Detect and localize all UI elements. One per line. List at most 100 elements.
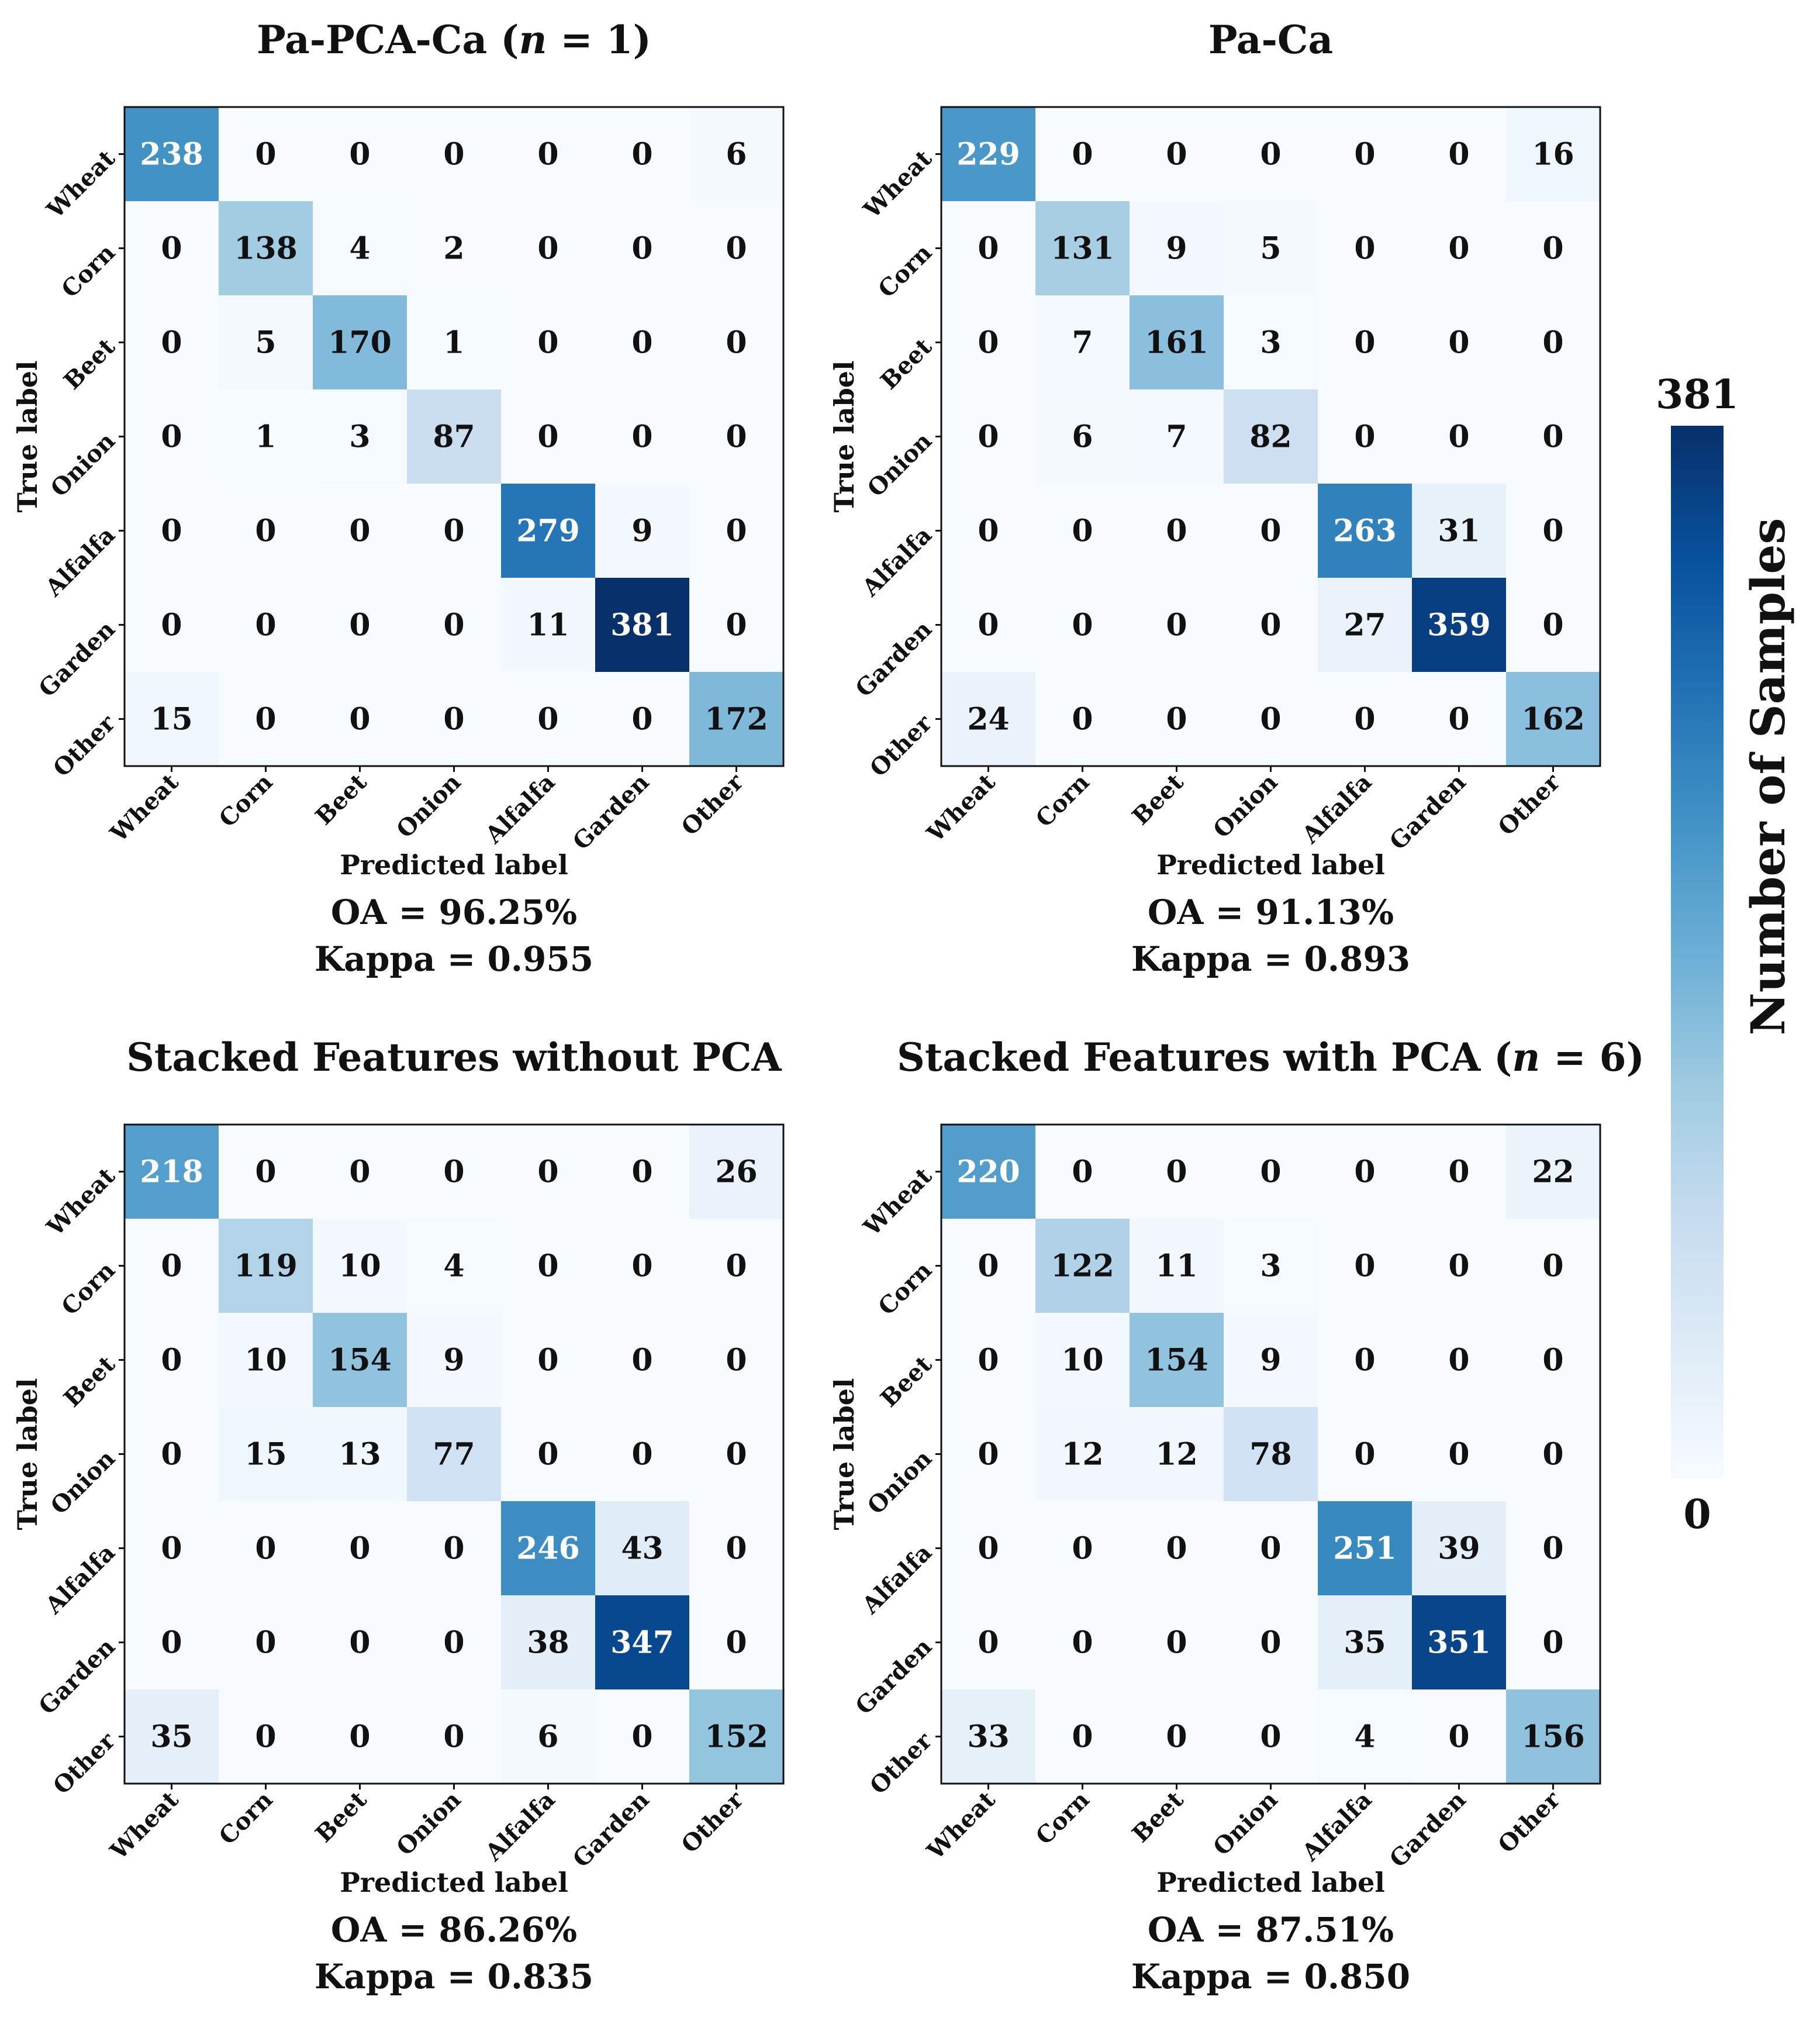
cell-value: 0 — [349, 1154, 370, 1190]
x-tick-label: Wheat — [921, 768, 1001, 847]
cell-value: 0 — [349, 1625, 370, 1661]
cell-value: 0 — [1354, 419, 1375, 455]
heatmap-cell — [941, 295, 1035, 389]
cell-value: 0 — [726, 231, 747, 267]
x-tick-label: Onion — [391, 1786, 467, 1861]
cell-value: 0 — [255, 1719, 276, 1755]
cell-value: 10 — [244, 1343, 286, 1378]
cell-value: 11 — [527, 608, 569, 643]
cell-value: 172 — [704, 702, 768, 737]
cell-value: 0 — [1072, 1154, 1093, 1190]
heatmap-cell — [1035, 1407, 1130, 1501]
cell-value: 0 — [1448, 702, 1469, 737]
heatmap-cell — [595, 672, 689, 766]
x-axis-label: Predicted label — [1156, 1867, 1385, 1898]
heatmap-cell — [501, 1689, 595, 1784]
cell-value: 4 — [349, 231, 370, 267]
x-tick-label: Corn — [1030, 768, 1094, 833]
y-axis-label: True label — [828, 1378, 860, 1530]
x-tick-label: Alfalfa — [1296, 1786, 1377, 1867]
heatmap-cell — [941, 1689, 1035, 1784]
cell-value: 1 — [443, 325, 464, 361]
heatmap-cell — [125, 578, 219, 672]
heatmap-cell — [1035, 1501, 1130, 1595]
heatmap-cell — [941, 107, 1035, 201]
cell-value: 0 — [443, 1625, 464, 1661]
y-tick-label: Alfalfa — [40, 521, 120, 602]
heatmap-cell — [501, 389, 595, 484]
y-axis-label: True label — [12, 1378, 43, 1530]
y-tick-label: Alfalfa — [857, 1539, 937, 1619]
heatmap-cell — [125, 1689, 219, 1784]
cell-value: 0 — [1354, 1154, 1375, 1190]
heatmap-cell — [219, 1595, 313, 1689]
cell-value: 0 — [726, 1437, 747, 1473]
heatmap-cell — [501, 295, 595, 389]
heatmap-cell — [1506, 1313, 1600, 1407]
heatmap-cell — [1224, 1219, 1318, 1313]
cell-value: 351 — [1427, 1625, 1491, 1661]
heatmap-cell — [1506, 201, 1600, 295]
x-tick-label: Corn — [1030, 1786, 1094, 1850]
x-axis-label: Predicted label — [1156, 849, 1385, 881]
heatmap-cell — [407, 484, 501, 578]
cell-value: 0 — [443, 1154, 464, 1190]
heatmap-cell — [1130, 484, 1224, 578]
heatmap-cell — [125, 672, 219, 766]
y-tick-label: Garden — [850, 1633, 937, 1720]
heatmap-cell — [595, 389, 689, 484]
heatmap-cell — [407, 1689, 501, 1784]
x-tick-label: Wheat — [105, 768, 184, 847]
y-tick-label: Onion — [862, 1444, 937, 1520]
x-tick-label: Onion — [391, 768, 467, 844]
cell-value: 35 — [1344, 1625, 1386, 1661]
cell-value: 220 — [956, 1154, 1020, 1190]
cell-value: 24 — [967, 702, 1009, 737]
heatmap-cell — [313, 201, 407, 295]
heatmap-cell — [689, 1407, 783, 1501]
heatmap-cell — [219, 1407, 313, 1501]
panel-title: Pa-Ca — [1208, 17, 1333, 63]
cell-value: 0 — [1260, 1531, 1281, 1567]
x-tick-label: Onion — [1208, 1786, 1283, 1861]
heatmap-cell — [125, 295, 219, 389]
heatmap-cell — [1318, 578, 1412, 672]
y-tick-label: Wheat — [41, 144, 120, 224]
cell-value: 77 — [433, 1437, 475, 1473]
cell-value: 7 — [1166, 419, 1187, 455]
cell-value: 0 — [537, 1437, 558, 1473]
cell-value: 87 — [433, 419, 475, 455]
cell-value: 0 — [631, 231, 652, 267]
heatmap-cell — [1130, 295, 1224, 389]
cell-value: 9 — [631, 513, 652, 549]
heatmap-cell — [689, 1219, 783, 1313]
heatmap-cell — [313, 578, 407, 672]
heatmap-cell — [595, 1501, 689, 1595]
cell-value: 0 — [255, 1154, 276, 1190]
heatmap-cell — [689, 107, 783, 201]
heatmap-cell — [1506, 1407, 1600, 1501]
cell-value: 119 — [234, 1249, 298, 1284]
y-axis-label: True label — [12, 360, 43, 512]
heatmap-cell — [595, 1313, 689, 1407]
heatmap-cell — [1224, 1501, 1318, 1595]
heatmap-cell — [1318, 295, 1412, 389]
panel-title: Pa-PCA-Ca (n = 1) — [257, 17, 651, 63]
y-tick-label: Other — [865, 1727, 938, 1800]
heatmap-cell — [1412, 1125, 1506, 1219]
heatmap-cell — [595, 1219, 689, 1313]
heatmap-cell — [1035, 578, 1130, 672]
heatmap-cell — [1130, 1125, 1224, 1219]
heatmap-cell — [125, 1313, 219, 1407]
cell-value: 170 — [328, 325, 392, 361]
cell-value: 0 — [537, 1249, 558, 1284]
heatmap-cell — [595, 107, 689, 201]
cell-value: 263 — [1333, 513, 1397, 549]
heatmap-cell — [219, 672, 313, 766]
heatmap-cell — [941, 1125, 1035, 1219]
heatmap-cell — [1506, 484, 1600, 578]
panel-title-part: Pa-PCA-Ca ( — [257, 17, 519, 63]
cell-value: 31 — [1438, 513, 1480, 549]
cell-value: 0 — [631, 1437, 652, 1473]
heatmap-cell — [1412, 1313, 1506, 1407]
